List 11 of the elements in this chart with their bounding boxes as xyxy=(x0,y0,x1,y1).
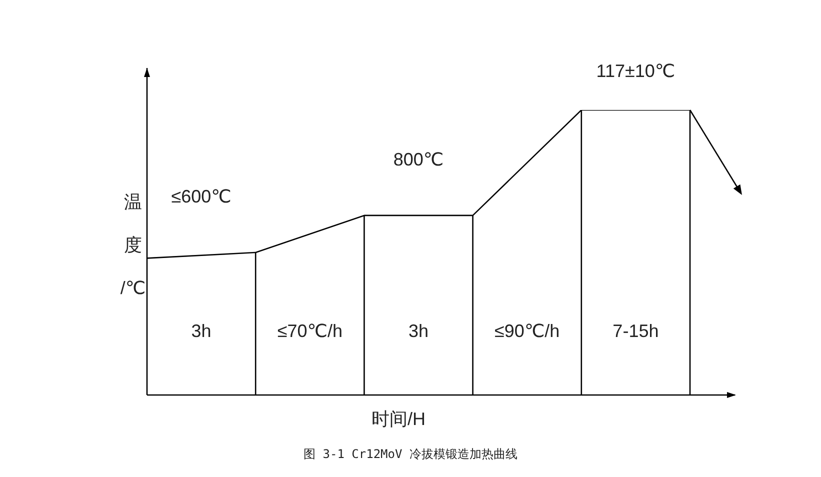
text: 温度/℃ xyxy=(120,192,146,298)
annotation: 800℃ xyxy=(393,149,444,170)
text: 117±10℃ xyxy=(596,60,676,81)
annotation: 3h xyxy=(408,320,429,341)
x-axis-title: 时间/H xyxy=(372,408,426,429)
caption: 图 3-1 Cr12MoV 冷拔模锻造加热曲线 xyxy=(302,446,518,463)
annotation: ≤70℃/h xyxy=(277,320,342,341)
annotation: 7-15h xyxy=(612,320,659,341)
annotation: ≤600℃ xyxy=(171,186,232,206)
annotation: ≤90℃/h xyxy=(494,320,560,341)
annotation: 3h xyxy=(191,320,212,341)
